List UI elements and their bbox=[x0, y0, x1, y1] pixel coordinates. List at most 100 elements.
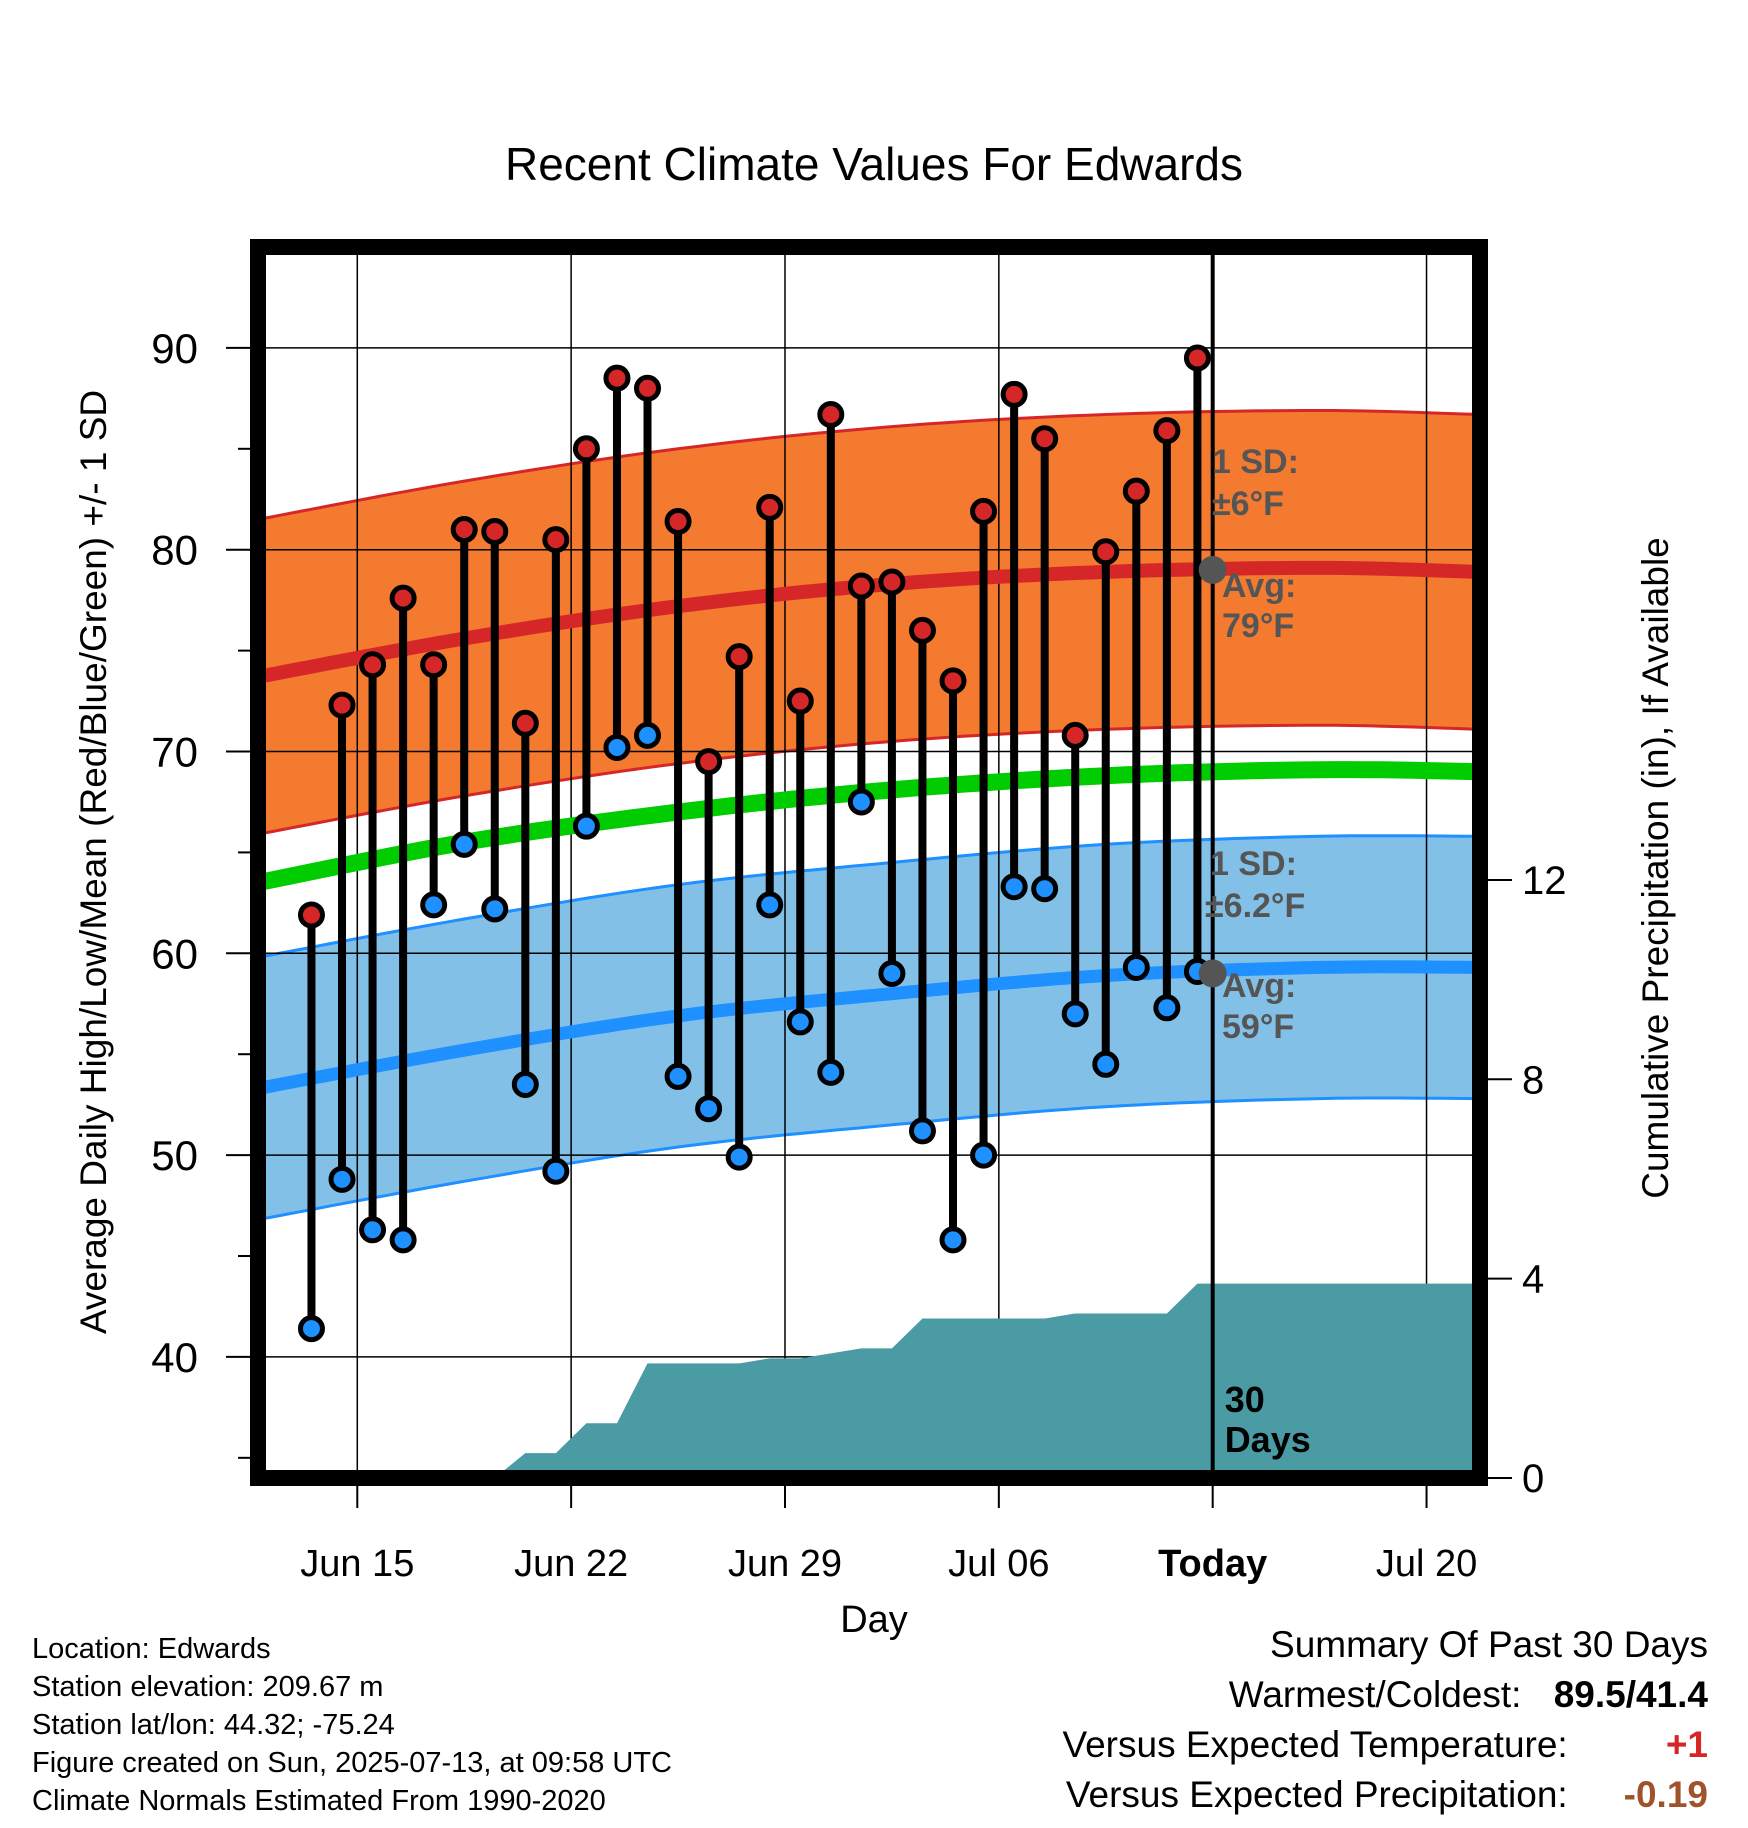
high-point bbox=[389, 584, 417, 612]
high-point bbox=[1183, 344, 1211, 372]
today-high-avg-marker bbox=[1198, 555, 1227, 584]
precip-vs-expected-label: Versus Expected Precipitation: bbox=[1065, 1774, 1568, 1815]
high-point bbox=[603, 364, 631, 392]
y-tick-label-right: 8 bbox=[1522, 1058, 1544, 1102]
high-point bbox=[1153, 417, 1181, 445]
warmest-coldest-value: 89.5/41.4 bbox=[1553, 1674, 1708, 1715]
y-axis-label-right: Cumulative Precipitation (in), If Availa… bbox=[1635, 537, 1676, 1199]
high-sd-band bbox=[258, 410, 1480, 835]
low-point bbox=[1153, 994, 1181, 1022]
high-point bbox=[756, 493, 784, 521]
normals-text: Climate Normals Estimated From 1990-2020 bbox=[32, 1785, 606, 1817]
high-point bbox=[970, 497, 998, 525]
high-point bbox=[450, 516, 478, 544]
low-point bbox=[634, 721, 662, 749]
y-tick-label-left: 80 bbox=[151, 527, 198, 574]
low-point bbox=[603, 733, 631, 761]
summary-panel: Summary Of Past 30 Days Warmest/Coldest:… bbox=[1062, 1620, 1708, 1820]
x-tick-label: Jun 29 bbox=[728, 1543, 842, 1585]
temp-vs-expected-row: Versus Expected Temperature: +1 bbox=[1062, 1720, 1708, 1770]
high-point bbox=[420, 651, 448, 679]
normal-bands bbox=[257, 409, 1481, 1222]
elevation-text: Station elevation: 209.67 m bbox=[32, 1671, 384, 1703]
daily-range-stems bbox=[307, 357, 1202, 1329]
high-point bbox=[939, 667, 967, 695]
plot-frame bbox=[250, 239, 1488, 1486]
high-point bbox=[634, 374, 662, 402]
x-tick-label-today: Today bbox=[1158, 1543, 1267, 1585]
today-low-avg-marker bbox=[1198, 959, 1227, 988]
low-avg-label-value: 59°F bbox=[1222, 1008, 1294, 1046]
low-point bbox=[1000, 873, 1028, 901]
y-tick-label-right: 4 bbox=[1522, 1258, 1544, 1302]
today-days-count: 30 bbox=[1225, 1379, 1265, 1420]
low-point bbox=[359, 1216, 387, 1244]
precip-area bbox=[258, 1283, 1480, 1478]
high-point bbox=[664, 507, 692, 535]
high-point bbox=[908, 616, 936, 644]
created-text: Figure created on Sun, 2025-07-13, at 09… bbox=[32, 1747, 672, 1779]
temp-vs-expected-label: Versus Expected Temperature: bbox=[1062, 1724, 1568, 1765]
x-tick-label: Jun 22 bbox=[514, 1543, 628, 1585]
low-point bbox=[1031, 875, 1059, 903]
daily-points bbox=[297, 344, 1211, 1343]
high-avg-label-value: 79°F bbox=[1222, 607, 1294, 645]
low-sd-label-value: ±6.2°F bbox=[1205, 887, 1305, 925]
low-point bbox=[542, 1157, 570, 1185]
summary-title: Summary Of Past 30 Days bbox=[1270, 1624, 1708, 1665]
low-sd-band bbox=[258, 835, 1480, 1220]
low-point bbox=[878, 959, 906, 987]
high-point bbox=[1000, 380, 1028, 408]
y-tick-label-left: 50 bbox=[151, 1132, 198, 1179]
precip-vs-expected-row: Versus Expected Precipitation: -0.19 bbox=[1062, 1770, 1708, 1820]
low-point bbox=[756, 891, 784, 919]
y-tick-label-right: 12 bbox=[1522, 859, 1567, 903]
warmest-coldest-row: Warmest/Coldest: 89.5/41.4 bbox=[1062, 1670, 1708, 1720]
precip-vs-expected-value: -0.19 bbox=[1623, 1774, 1708, 1815]
low-point bbox=[450, 830, 478, 858]
y-tick-label-right: 0 bbox=[1522, 1457, 1544, 1501]
low-point bbox=[572, 812, 600, 840]
high-point bbox=[1061, 721, 1089, 749]
high-sd-band-upper-edge bbox=[257, 409, 1481, 521]
high-point bbox=[878, 568, 906, 596]
low-point bbox=[970, 1141, 998, 1169]
high-point bbox=[725, 643, 753, 671]
high-point bbox=[847, 572, 875, 600]
y-axis-label-left: Average Daily High/Low/Mean (Red/Blue/Gr… bbox=[73, 390, 114, 1334]
y-tick-label-left: 90 bbox=[151, 325, 198, 372]
low-sd-label-title: 1 SD: bbox=[1210, 845, 1297, 883]
high-sd-label-title: 1 SD: bbox=[1212, 443, 1299, 481]
high-point bbox=[542, 526, 570, 554]
high-point bbox=[1031, 425, 1059, 453]
station-info: Location: Edwards Station elevation: 209… bbox=[32, 1630, 672, 1820]
low-point bbox=[725, 1143, 753, 1171]
low-sd-band-lower-edge bbox=[257, 1096, 1480, 1222]
high-point bbox=[359, 651, 387, 679]
chart-title: Recent Climate Values For Edwards bbox=[505, 138, 1243, 190]
warmest-coldest-label: Warmest/Coldest: bbox=[1228, 1674, 1522, 1715]
low-point bbox=[695, 1095, 723, 1123]
low-point bbox=[664, 1062, 692, 1090]
high-point bbox=[817, 400, 845, 428]
low-point bbox=[481, 895, 509, 923]
axes: 40 50 60 70 80 90 0 4 8 12 Jun 15 Jun 22 Jun 29 Jul 0… bbox=[151, 325, 1566, 1585]
low-point bbox=[786, 1008, 814, 1036]
high-sd-label-value: ±6°F bbox=[1212, 485, 1284, 523]
low-point bbox=[908, 1117, 936, 1145]
high-point bbox=[1092, 538, 1120, 566]
high-point bbox=[695, 748, 723, 776]
low-point bbox=[328, 1165, 356, 1193]
precipitation-area bbox=[258, 1283, 1480, 1478]
low-point bbox=[511, 1070, 539, 1098]
location-text: Location: Edwards bbox=[32, 1633, 271, 1665]
y-tick-label-left: 70 bbox=[151, 729, 198, 776]
high-point bbox=[511, 709, 539, 737]
x-tick-label: Jun 15 bbox=[300, 1543, 414, 1585]
x-tick-label: Jul 20 bbox=[1376, 1543, 1477, 1585]
today-days-word: Days bbox=[1225, 1419, 1311, 1460]
low-point bbox=[817, 1058, 845, 1086]
